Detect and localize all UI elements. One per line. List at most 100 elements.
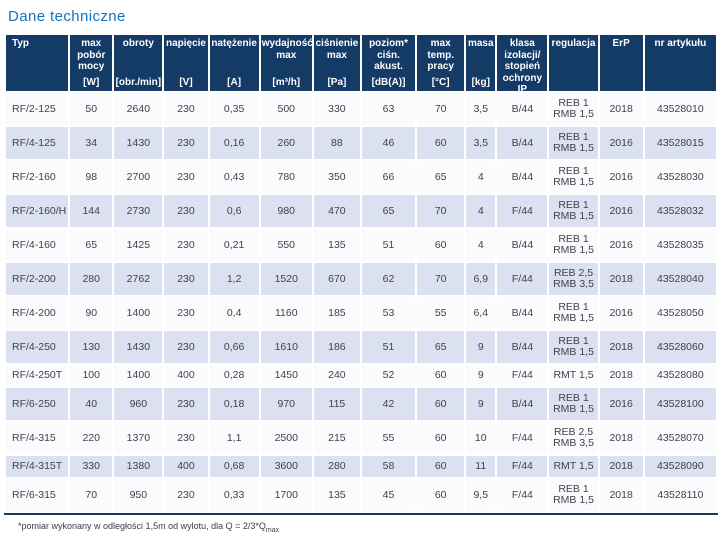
column-header-unit: [kg] <box>471 76 490 88</box>
table-cell: 3,5 <box>466 127 496 159</box>
table-header-row: Typ max pobór mocy [W] obroty [obr./min] napi… <box>6 35 716 95</box>
table-cell: F/44 <box>497 263 548 295</box>
table-row: RF/2-200 280 2762 230 1,2 1520 670 62 70 6,9 F/44 R… <box>6 263 716 295</box>
table-cell: B/44 <box>497 229 548 261</box>
table-row: RF/4-200 90 1400 230 0,4 1160 185 53 55 6,4 B/44 RE… <box>6 297 716 329</box>
table-cell: 0,6 <box>209 195 259 227</box>
column-header-label: natężenie <box>211 38 257 49</box>
table-cell: 9 <box>466 331 496 363</box>
column-header-unit: [°C] <box>431 76 450 88</box>
table-cell: 400 <box>164 365 208 386</box>
table-cell: 230 <box>164 195 208 227</box>
table-cell: B/44 <box>497 93 548 125</box>
table-cell: 1400 <box>114 365 163 386</box>
table-cell: 65 <box>70 229 113 261</box>
table-cell: 4 <box>466 229 496 261</box>
column-header-unit: [dB(A)] <box>371 76 406 88</box>
table-cell: 9 <box>466 388 496 420</box>
table-cell: 10 <box>466 422 496 454</box>
table-cell: 260 <box>260 127 312 159</box>
table-cell: 960 <box>114 388 163 420</box>
table-cell: 230 <box>164 388 208 420</box>
table-cell: 1380 <box>114 456 163 477</box>
table-cell: 230 <box>164 422 208 454</box>
table-cell: 63 <box>361 93 416 125</box>
table-cell: 1400 <box>114 297 163 329</box>
table-cell: B/44 <box>497 161 548 193</box>
table-cell: 98 <box>70 161 113 193</box>
table-cell: 0,35 <box>209 93 259 125</box>
table-cell: 43528110 <box>644 479 716 511</box>
column-header-label: masa <box>467 38 494 49</box>
table-cell: REB 1 RMB 1,5 <box>549 127 598 159</box>
technical-data-table: Typ max pobór mocy [W] obroty [obr./min] napi… <box>4 33 718 513</box>
table-cell: 950 <box>114 479 163 511</box>
table-cell: REB 1 RMB 1,5 <box>549 297 598 329</box>
table-cell: 43528050 <box>644 297 716 329</box>
type-cell: RF/6-250 <box>6 388 69 420</box>
table-cell: 43528080 <box>644 365 716 386</box>
type-cell: RF/2-200 <box>6 263 69 295</box>
table-row: RF/2-160/H 144 2730 230 0,6 980 470 65 70 4 F/44 RE… <box>6 195 716 227</box>
type-cell: RF/4-315 <box>6 422 69 454</box>
table-cell: 11 <box>466 456 496 477</box>
table-cell: F/44 <box>497 422 548 454</box>
column-header: Typ <box>6 35 69 91</box>
table-cell: REB 2,5 RMB 3,5 <box>549 422 598 454</box>
table-cell: 0,28 <box>209 365 259 386</box>
footnote: *pomiar wykonany w odległości 1,5m od wy… <box>18 521 720 534</box>
column-header-unit: [A] <box>227 76 242 88</box>
table-cell: F/44 <box>497 479 548 511</box>
table-cell: 1520 <box>260 263 312 295</box>
table-cell: 0,66 <box>209 331 259 363</box>
table-row: RF/4-250 130 1430 230 0,66 1610 186 51 65 9 B/44 RE… <box>6 331 716 363</box>
column-header: ciśnienie max [Pa] <box>313 35 360 91</box>
type-cell: RF/6-315 <box>6 479 69 511</box>
table-cell: REB 1 RMB 1,5 <box>549 388 598 420</box>
table-cell: 88 <box>313 127 360 159</box>
table-cell: 9 <box>466 365 496 386</box>
table-cell: 2500 <box>260 422 312 454</box>
table-cell: 90 <box>70 297 113 329</box>
table-cell: 3600 <box>260 456 312 477</box>
column-header: max temp. pracy [°C] <box>417 35 465 91</box>
table-cell: B/44 <box>497 388 548 420</box>
table-cell: RMT 1,5 <box>549 456 598 477</box>
table-cell: 53 <box>361 297 416 329</box>
table-cell: 185 <box>313 297 360 329</box>
table-cell: REB 2,5 RMB 3,5 <box>549 263 598 295</box>
table-cell: REB 1 RMB 1,5 <box>549 331 598 363</box>
table-cell: 0,43 <box>209 161 259 193</box>
table-cell: 115 <box>313 388 360 420</box>
type-cell: RF/4-200 <box>6 297 69 329</box>
table-cell: 43528090 <box>644 456 716 477</box>
table-row: RF/6-315 70 950 230 0,33 1700 135 45 60 9,5 F/44 RE… <box>6 479 716 511</box>
table-cell: 45 <box>361 479 416 511</box>
table-cell: 400 <box>164 456 208 477</box>
table-cell: 52 <box>361 365 416 386</box>
table-cell: 2016 <box>599 297 643 329</box>
table-cell: 230 <box>164 127 208 159</box>
column-header-label: Typ <box>12 38 30 49</box>
table-cell: 2016 <box>599 161 643 193</box>
table-cell: 350 <box>313 161 360 193</box>
table-cell: 46 <box>361 127 416 159</box>
table-cell: 1430 <box>114 127 163 159</box>
table-cell: 1430 <box>114 331 163 363</box>
type-cell: RF/4-160 <box>6 229 69 261</box>
table-row: RF/4-125 34 1430 230 0,16 260 88 46 60 3,5 B/44 REB… <box>6 127 716 159</box>
table-cell: F/44 <box>497 195 548 227</box>
column-header-label: nr artykułu <box>654 38 707 49</box>
table-cell: 186 <box>313 331 360 363</box>
column-header-unit: [m³/h] <box>272 76 301 88</box>
table-cell: 330 <box>70 456 113 477</box>
table-cell: 70 <box>417 195 465 227</box>
table-cell: B/44 <box>497 297 548 329</box>
table-cell: B/44 <box>497 331 548 363</box>
table-cell: 43528010 <box>644 93 716 125</box>
type-cell: RF/4-315T <box>6 456 69 477</box>
table-cell: B/44 <box>497 127 548 159</box>
table-cell: 2018 <box>599 456 643 477</box>
table-cell: 58 <box>361 456 416 477</box>
